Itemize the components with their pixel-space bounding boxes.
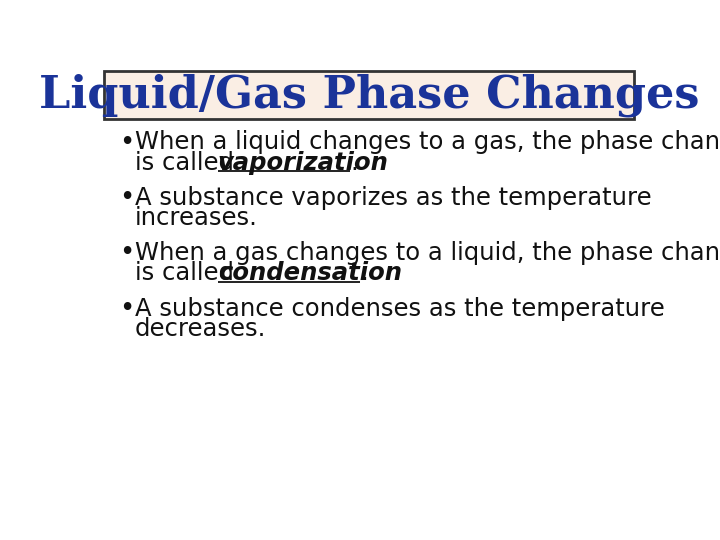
Text: •: •: [120, 130, 135, 156]
Text: Liquid/Gas Phase Changes: Liquid/Gas Phase Changes: [39, 73, 699, 117]
Text: is called: is called: [135, 151, 242, 174]
Text: When a liquid changes to a gas, the phase change: When a liquid changes to a gas, the phas…: [135, 131, 720, 154]
Text: vaporization: vaporization: [217, 151, 389, 174]
Text: is called: is called: [135, 261, 242, 286]
Text: •: •: [120, 185, 135, 211]
Text: •: •: [120, 240, 135, 266]
Text: increases.: increases.: [135, 206, 258, 230]
Text: A substance vaporizes as the temperature: A substance vaporizes as the temperature: [135, 186, 652, 210]
Text: .: .: [350, 151, 358, 174]
Text: A substance condenses as the temperature: A substance condenses as the temperature: [135, 297, 665, 321]
Text: decreases.: decreases.: [135, 317, 266, 341]
Text: .: .: [360, 261, 368, 286]
Text: •: •: [120, 296, 135, 322]
Bar: [104, 71, 634, 119]
Text: When a gas changes to a liquid, the phase change: When a gas changes to a liquid, the phas…: [135, 241, 720, 265]
Text: condensation: condensation: [217, 261, 402, 286]
